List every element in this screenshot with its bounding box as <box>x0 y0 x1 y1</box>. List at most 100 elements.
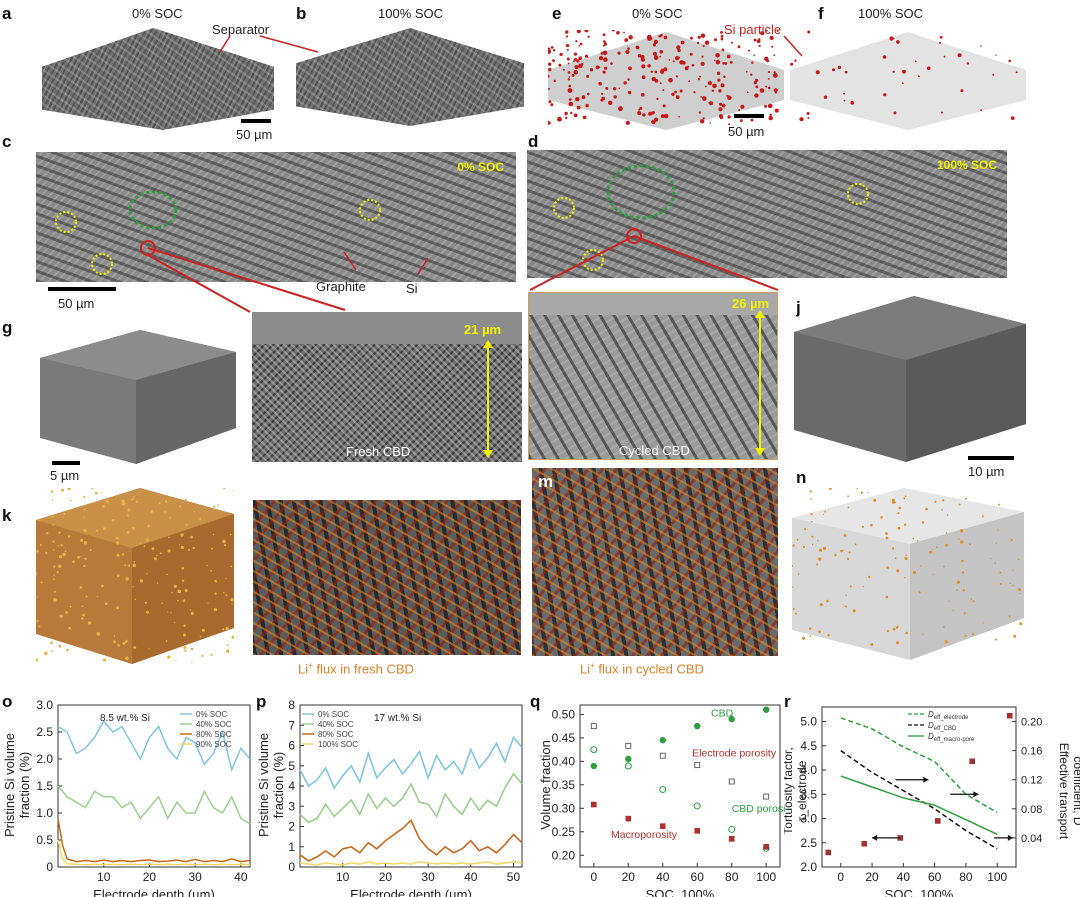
point <box>659 752 666 759</box>
particle <box>880 516 883 519</box>
particle <box>844 70 848 74</box>
particle <box>66 648 69 652</box>
particle <box>603 57 608 62</box>
particle <box>990 558 992 560</box>
particle <box>161 602 163 605</box>
axis-arrow-head <box>973 791 979 798</box>
particle <box>553 79 556 83</box>
point <box>625 742 632 749</box>
particle <box>912 570 917 575</box>
particle <box>939 35 943 39</box>
particle <box>192 546 195 550</box>
particle <box>754 93 759 98</box>
particle <box>704 40 710 45</box>
particle <box>968 543 971 546</box>
particle <box>174 622 176 624</box>
particle <box>678 116 680 118</box>
particle <box>982 622 984 624</box>
series-line <box>57 839 251 866</box>
series-label: CBD porosity <box>732 803 786 815</box>
particle <box>177 589 182 594</box>
panel-g-scale: 5 µm <box>50 468 80 483</box>
particle <box>94 491 98 495</box>
particle <box>573 52 577 56</box>
particle <box>548 62 552 66</box>
particle <box>132 527 135 530</box>
particle <box>601 92 604 95</box>
particle <box>201 628 205 632</box>
particle <box>672 60 675 63</box>
particle <box>1018 588 1022 592</box>
particle <box>623 81 627 85</box>
particle <box>36 620 39 623</box>
x-tick-label: 100 <box>987 870 1007 884</box>
particle <box>105 499 109 504</box>
particle <box>184 589 188 593</box>
particle <box>116 574 120 577</box>
particle <box>1010 116 1015 120</box>
particle <box>62 516 64 518</box>
particle <box>972 633 975 636</box>
particle <box>718 114 723 119</box>
particle <box>85 595 88 598</box>
particle <box>679 89 683 93</box>
particle <box>715 53 720 58</box>
point <box>728 715 735 723</box>
particle <box>133 564 136 568</box>
panel-a-letter: a <box>2 4 12 23</box>
particle <box>51 490 54 493</box>
panel-k-letter: k <box>2 506 12 525</box>
particle <box>862 585 864 588</box>
panel-o-letter: o <box>2 692 13 711</box>
particle <box>81 605 84 608</box>
particle <box>662 104 666 108</box>
particle <box>80 540 83 543</box>
panel-h-image: Fresh CBD <box>252 312 522 462</box>
particle <box>122 641 126 645</box>
particle <box>818 557 822 561</box>
y-tick-label: 0.30 <box>552 801 576 815</box>
y-tick-label: 3.5 <box>800 787 817 801</box>
particle <box>169 516 171 519</box>
particle <box>618 106 623 112</box>
particle <box>625 50 630 54</box>
particle <box>182 599 186 602</box>
y-axis-label-right-line: coefficient, D <box>1071 756 1080 825</box>
particle <box>179 505 182 508</box>
y-right-tick-label: 0.04 <box>1021 833 1042 845</box>
particle <box>961 559 964 563</box>
point <box>659 737 666 744</box>
legend-label: Deff_macro-pore <box>928 732 975 743</box>
y-tick-label: 5 <box>288 759 295 773</box>
particle <box>720 31 723 34</box>
particle <box>660 70 664 74</box>
series-label: Macroporosity <box>611 829 678 841</box>
particle <box>756 79 759 82</box>
particle <box>61 488 64 492</box>
particle <box>133 646 137 649</box>
particle <box>726 54 731 59</box>
panel-k-cube <box>36 488 234 664</box>
particle <box>654 70 658 74</box>
y-tick-label: 0.25 <box>552 825 576 839</box>
particle <box>999 582 1002 585</box>
particle <box>582 115 587 120</box>
particle <box>587 92 590 96</box>
particle <box>914 60 917 63</box>
particle <box>807 117 810 119</box>
particle <box>662 89 665 92</box>
point <box>728 778 735 785</box>
particle <box>822 546 827 550</box>
particle <box>896 40 900 44</box>
particle <box>834 553 837 557</box>
point <box>590 746 598 754</box>
particle <box>661 68 664 71</box>
particle <box>552 49 556 52</box>
particle <box>652 51 657 56</box>
particle <box>960 540 964 544</box>
particle <box>860 491 864 494</box>
particle <box>190 647 194 651</box>
particle <box>627 90 632 95</box>
particle <box>230 565 233 568</box>
series-line <box>840 749 998 850</box>
